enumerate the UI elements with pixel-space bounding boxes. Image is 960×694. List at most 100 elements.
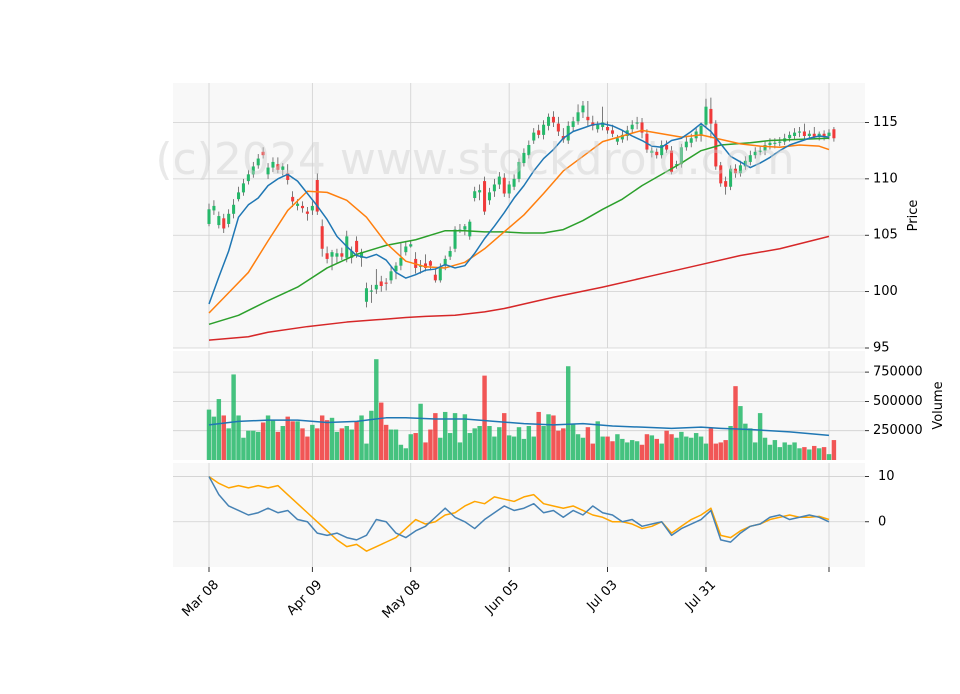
candle-body bbox=[763, 145, 767, 151]
candle-body bbox=[355, 240, 359, 253]
candle-body bbox=[217, 216, 221, 226]
candle-body bbox=[330, 252, 334, 257]
volume-ma-line bbox=[208, 417, 830, 437]
candle-body bbox=[448, 251, 452, 257]
volume-axis-label: Volume bbox=[931, 381, 946, 429]
volume-bar bbox=[590, 443, 596, 460]
volume-bar bbox=[457, 442, 463, 460]
candle-body bbox=[369, 290, 373, 292]
candle-body bbox=[305, 211, 309, 214]
candle-body bbox=[542, 124, 546, 135]
x-tick-label: Apr 09 bbox=[284, 577, 325, 618]
volume-bar bbox=[733, 386, 738, 460]
volume-bar bbox=[344, 426, 349, 460]
volume-bar bbox=[546, 414, 551, 460]
candle-body bbox=[532, 132, 536, 141]
volume-tick-label: 750000 bbox=[873, 365, 923, 380]
candle-body bbox=[743, 160, 747, 167]
candle-body bbox=[729, 168, 733, 187]
candle-body bbox=[502, 177, 506, 194]
volume-bar bbox=[521, 438, 527, 460]
volume-bar bbox=[364, 443, 369, 460]
volume-bar bbox=[575, 434, 581, 460]
watermark-text: (c)2024 www.stockdroid.com bbox=[155, 134, 794, 185]
candle-body bbox=[251, 166, 255, 175]
candle-body bbox=[660, 145, 664, 156]
price-tick-label: 100 bbox=[873, 284, 898, 299]
candle-body bbox=[468, 221, 472, 237]
volume-bar bbox=[684, 436, 689, 460]
ma-fast-line bbox=[208, 122, 830, 305]
volume-bar bbox=[211, 416, 217, 460]
volume-bar bbox=[260, 422, 266, 460]
volume-bar bbox=[482, 375, 487, 460]
candle-body bbox=[276, 164, 280, 170]
volume-bar bbox=[349, 429, 354, 460]
volume-bar bbox=[708, 428, 714, 460]
volume-bar bbox=[241, 437, 246, 460]
volume-bar bbox=[802, 447, 807, 460]
candle-body bbox=[281, 166, 285, 170]
candle-body bbox=[478, 190, 482, 193]
volume-bar bbox=[442, 411, 448, 460]
candle-body bbox=[537, 130, 541, 135]
volume-bar bbox=[595, 421, 600, 460]
candle-body bbox=[778, 141, 782, 143]
volume-bar bbox=[762, 437, 768, 460]
candle-body bbox=[797, 131, 802, 133]
price-panel-background bbox=[173, 83, 865, 348]
volume-bar bbox=[654, 438, 659, 460]
x-tick-label: Mar 08 bbox=[179, 577, 222, 620]
volume-bar bbox=[526, 426, 532, 460]
candle-body bbox=[635, 122, 639, 124]
volume-bar bbox=[433, 413, 438, 460]
volume-bar bbox=[782, 442, 787, 460]
candle-body bbox=[423, 263, 428, 268]
candle-body bbox=[207, 209, 211, 224]
candle-body bbox=[246, 174, 250, 182]
volume-bar bbox=[334, 431, 340, 460]
volume-bar bbox=[310, 424, 315, 460]
volume-bar bbox=[246, 430, 251, 460]
volume-bar bbox=[551, 415, 556, 460]
volume-bar bbox=[511, 436, 517, 460]
x-tick-label: May 08 bbox=[380, 577, 424, 621]
candle-body bbox=[232, 204, 236, 214]
volume-bar bbox=[807, 449, 812, 460]
volume-bar bbox=[605, 436, 610, 460]
volume-bar bbox=[379, 402, 384, 460]
candle-body bbox=[714, 123, 718, 167]
volume-bar bbox=[516, 427, 522, 460]
candle-body bbox=[684, 141, 688, 148]
candle-body bbox=[271, 161, 275, 168]
candle-body bbox=[379, 281, 383, 286]
volume-bar bbox=[383, 424, 389, 460]
volume-bar bbox=[492, 436, 497, 460]
price-tick-label: 115 bbox=[873, 115, 898, 130]
volume-bar bbox=[536, 411, 541, 460]
candle-body bbox=[256, 158, 260, 166]
ma-long-line bbox=[208, 235, 830, 341]
candle-body bbox=[546, 116, 551, 126]
volume-bar bbox=[462, 414, 468, 460]
volume-bar bbox=[231, 374, 236, 460]
volume-bar bbox=[664, 430, 669, 460]
volume-bar bbox=[812, 445, 817, 460]
candle-body bbox=[487, 192, 492, 201]
oscillator-line-1 bbox=[208, 476, 830, 543]
volume-bar bbox=[354, 421, 359, 460]
volume-bar bbox=[359, 415, 364, 460]
volume-bar bbox=[408, 434, 413, 460]
candle-body bbox=[433, 274, 437, 281]
volume-bar bbox=[821, 447, 827, 460]
candle-body bbox=[335, 253, 339, 257]
candle-body bbox=[438, 267, 442, 281]
candle-body bbox=[571, 121, 575, 127]
volume-bar bbox=[826, 454, 832, 460]
candle-body bbox=[394, 265, 398, 272]
candle-body bbox=[615, 138, 619, 142]
volume-bar bbox=[738, 406, 743, 460]
candle-body bbox=[822, 133, 826, 136]
